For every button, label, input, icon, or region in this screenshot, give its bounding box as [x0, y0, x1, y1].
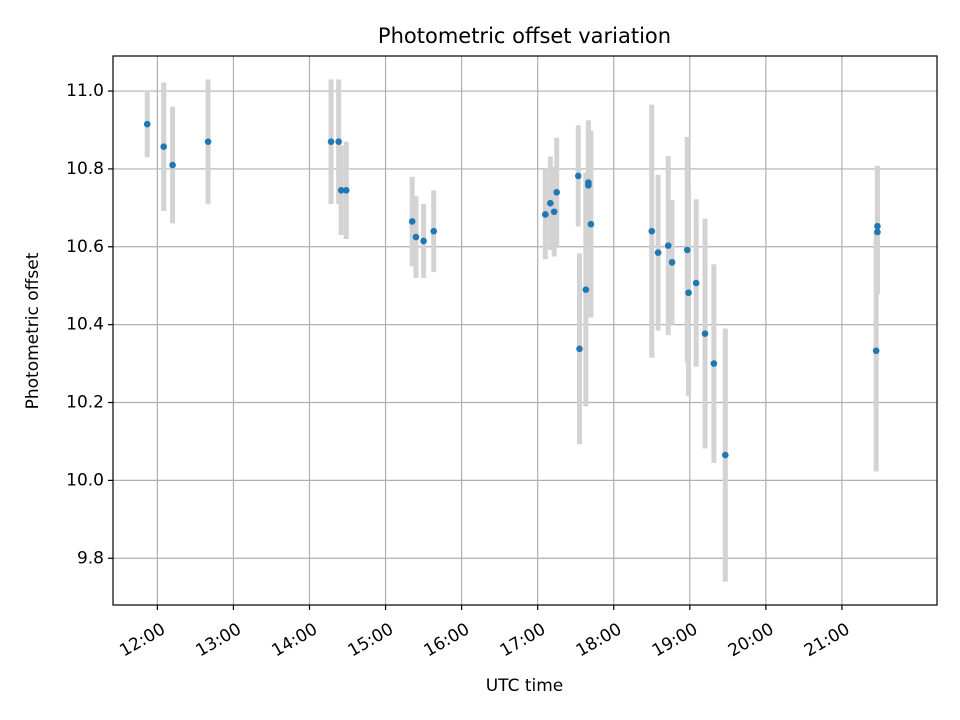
data-point — [574, 172, 582, 180]
y-tick-label: 10.8 — [66, 159, 104, 179]
y-axis-title: Photometric offset — [23, 252, 43, 409]
grid — [113, 56, 937, 605]
data-point — [701, 330, 709, 337]
data-point — [582, 286, 590, 293]
data-point — [710, 360, 718, 367]
data-point — [430, 227, 438, 235]
y-tick-label: 10.6 — [66, 237, 104, 257]
data-point — [721, 451, 729, 459]
data-point — [874, 228, 881, 236]
data-point — [143, 120, 151, 128]
y-tick-label: 9.8 — [77, 548, 104, 568]
chart-title: Photometric offset variation — [378, 24, 671, 48]
y-tick-label: 11.0 — [66, 81, 104, 101]
data-point — [412, 233, 420, 241]
data-point — [648, 227, 656, 235]
data-point — [204, 138, 212, 145]
data-point — [342, 187, 350, 194]
data-point — [327, 138, 335, 145]
data-point — [408, 218, 416, 225]
data-point — [664, 242, 672, 249]
x-axis-title: UTC time — [486, 676, 564, 696]
data-point — [683, 246, 691, 254]
data-point — [553, 188, 560, 196]
data-point — [692, 279, 700, 287]
data-point — [420, 237, 427, 245]
data-points — [143, 120, 881, 459]
data-point — [654, 249, 662, 256]
data-point — [547, 199, 554, 207]
y-tick-label: 10.4 — [66, 315, 104, 335]
y-tick-label: 10.2 — [66, 393, 104, 413]
data-point — [160, 143, 168, 151]
data-point — [587, 220, 595, 228]
data-point — [668, 259, 676, 266]
data-point — [541, 211, 549, 218]
data-point — [585, 181, 592, 189]
y-tick-label: 10.0 — [66, 470, 104, 490]
data-point — [685, 289, 692, 297]
data-point — [169, 161, 176, 169]
data-point — [874, 222, 881, 230]
data-point — [576, 345, 583, 353]
data-point — [337, 187, 345, 194]
plot-frame — [112, 55, 938, 606]
data-point — [335, 138, 342, 145]
data-point — [872, 347, 880, 355]
data-point — [550, 208, 558, 216]
